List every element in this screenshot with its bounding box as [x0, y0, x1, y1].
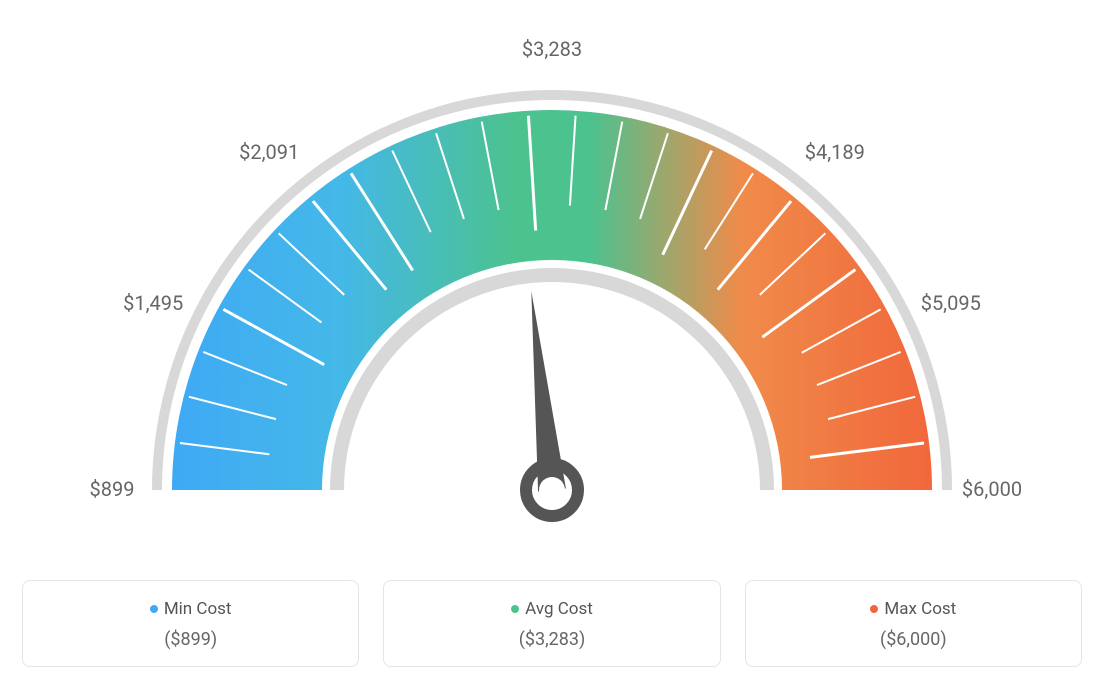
svg-text:$6,000: $6,000 — [962, 477, 1022, 501]
legend-dot-min — [150, 605, 158, 613]
svg-text:$5,095: $5,095 — [921, 291, 981, 315]
svg-text:$1,495: $1,495 — [123, 291, 183, 315]
legend-card-min: Min Cost ($899) — [22, 580, 359, 667]
gauge-chart: $899 $1,495 $2,091 $3,283 $4,189 $5,095 $6,000… — [22, 20, 1082, 667]
svg-text:$4,189: $4,189 — [805, 140, 865, 164]
legend-dot-max — [870, 605, 878, 613]
legend-label-avg-text: Avg Cost — [525, 599, 593, 619]
legend-value-min: ($899) — [33, 629, 348, 650]
svg-text:$2,091: $2,091 — [239, 140, 299, 164]
svg-text:$899: $899 — [90, 477, 135, 501]
gauge-svg-container: $899 $1,495 $2,091 $3,283 $4,189 $5,095 $6,000 — [22, 20, 1082, 560]
gauge-svg: $899 $1,495 $2,091 $3,283 $4,189 $5,095 $6,000 — [22, 20, 1082, 560]
legend-dot-avg — [511, 605, 519, 613]
legend-row: Min Cost ($899) Avg Cost ($3,283) Max Co… — [22, 580, 1082, 667]
legend-label-avg: Avg Cost — [394, 599, 709, 619]
legend-value-avg: ($3,283) — [394, 629, 709, 650]
legend-value-max: ($6,000) — [756, 629, 1071, 650]
legend-label-min-text: Min Cost — [164, 599, 232, 619]
svg-text:$3,283: $3,283 — [522, 37, 582, 61]
legend-card-avg: Avg Cost ($3,283) — [383, 580, 720, 667]
legend-label-max-text: Max Cost — [884, 599, 956, 619]
legend-label-max: Max Cost — [756, 599, 1071, 619]
legend-label-min: Min Cost — [33, 599, 348, 619]
legend-card-max: Max Cost ($6,000) — [745, 580, 1082, 667]
